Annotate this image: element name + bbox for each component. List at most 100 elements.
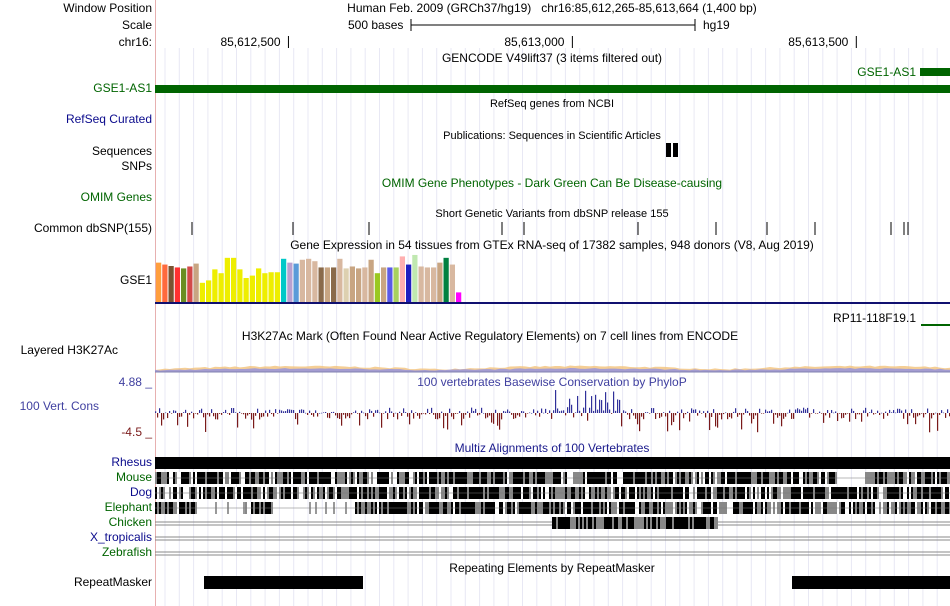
cons-title: 100 vertebrates Basewise Conservation by… [417,375,687,389]
publications-snps-label[interactable]: SNPs [121,159,152,173]
conservation-bar [435,413,437,419]
multiz-block [658,517,660,529]
cons-track-label[interactable]: 100 Vert. Cons [19,399,99,413]
conservation-bar [579,410,581,413]
conservation-bar [677,411,679,413]
conservation-bar [473,410,475,413]
gtex-tissue-bar [174,267,180,302]
conservation-bar [443,413,445,429]
conservation-bar [209,413,211,417]
refseq-track-label[interactable]: RefSeq Curated [65,112,152,126]
conservation-bar [241,413,243,414]
multiz-block [712,517,714,529]
conservation-bar [355,410,357,413]
conservation-bar [693,409,695,413]
multiz-block [668,517,670,529]
gtex-tissue-bar [224,257,230,302]
rp11-gene-feature [921,324,950,326]
multiz-block [568,517,570,529]
browser-image[interactable]: Human Feb. 2009 (GRCh37/hg19) chr16:85,6… [155,0,950,606]
gencode-gene-label[interactable]: GSE1-AS1 [857,65,916,79]
multiz-block [698,517,700,529]
conservation-bar [891,412,893,413]
conservation-bar [711,413,713,417]
gtex-tissue-bar [249,275,255,302]
gencode-track-label[interactable]: GSE1-AS1 [93,81,152,95]
conservation-bar [735,408,737,413]
species-label-chicken[interactable]: Chicken [108,515,152,529]
gtex-track-label[interactable]: GSE1 [119,273,152,287]
conservation-bar [511,413,513,415]
conservation-bar [681,409,683,413]
conservation-bar [885,411,887,413]
conservation-bar [281,410,283,413]
multiz-block [610,517,612,529]
dbsnp-track-label[interactable]: Common dbSNP(155) [33,221,152,235]
species-label-elephant[interactable]: Elephant [104,500,152,514]
species-label-x_tropicalis[interactable]: X_tropicalis [89,530,152,544]
conservation-bar [731,413,733,419]
conservation-bar [947,409,949,413]
conservation-bar [429,413,431,415]
conservation-bar [669,410,671,413]
conservation-bar [691,408,693,413]
conservation-bar [563,410,565,413]
conservation-bar [805,409,807,413]
tracks-canvas[interactable] [155,0,950,606]
conservation-bar [243,413,245,415]
conservation-bar [837,413,839,422]
conservation-bar [197,413,199,415]
conservation-bar [501,413,503,420]
conservation-bar [169,411,171,413]
h3k27ac-track-label[interactable]: Layered H3K27Ac [20,343,118,357]
conservation-bar [703,411,705,413]
multiz-block [608,517,610,529]
multiz-block [576,517,578,529]
conservation-bar [545,408,547,413]
conservation-bar [433,413,435,415]
conservation-bar [931,413,933,419]
multiz-block [710,517,712,529]
species-label-rhesus[interactable]: Rhesus [111,455,152,469]
conservation-bar [617,399,619,413]
multiz-block [552,517,554,529]
conservation-bar [335,413,337,416]
conservation-bar [555,390,557,413]
conservation-bar [761,413,763,414]
multiz-alignments [155,457,950,556]
conservation-bar [535,413,537,416]
multiz-block [642,517,644,529]
species-label-dog[interactable]: Dog [129,485,152,499]
conservation-bar [623,410,625,413]
conservation-bar [613,391,615,413]
conservation-bar [663,412,665,413]
multiz-block [628,517,630,529]
conservation-bar [447,413,449,430]
conservation-bar [601,400,603,413]
gtex-tissue-bar [318,267,324,302]
multiz-block [684,517,686,529]
species-label-mouse[interactable]: Mouse [115,470,152,484]
species-label-zebrafish[interactable]: Zebrafish [101,545,152,559]
omim-track-label[interactable]: OMIM Genes [80,190,152,204]
publications-sequences-label[interactable]: Sequences [91,144,152,158]
conservation-bar [483,412,485,414]
conservation-bar [539,413,541,417]
gtex-tissue-bar [306,258,312,302]
gtex-tissue-bar [168,266,174,302]
repeatmasker-track-label[interactable]: RepeatMasker [73,575,152,589]
gtex-gene-label-rp11[interactable]: RP11-118F19.1 [833,311,916,325]
gtex-tissue-bar [212,269,218,302]
conservation-bar [439,413,441,419]
conservation-bar [309,410,311,413]
conservation-bar [219,413,221,414]
conservation-bar [827,410,829,413]
conservation-bar [719,413,721,415]
multiz-block [694,517,696,529]
conservation-bar [823,413,825,423]
multiz-block [690,517,692,529]
conservation-bar [453,413,455,420]
conservation-bar [803,407,805,413]
conservation-bar [897,408,899,413]
conservation-bar [529,412,531,414]
